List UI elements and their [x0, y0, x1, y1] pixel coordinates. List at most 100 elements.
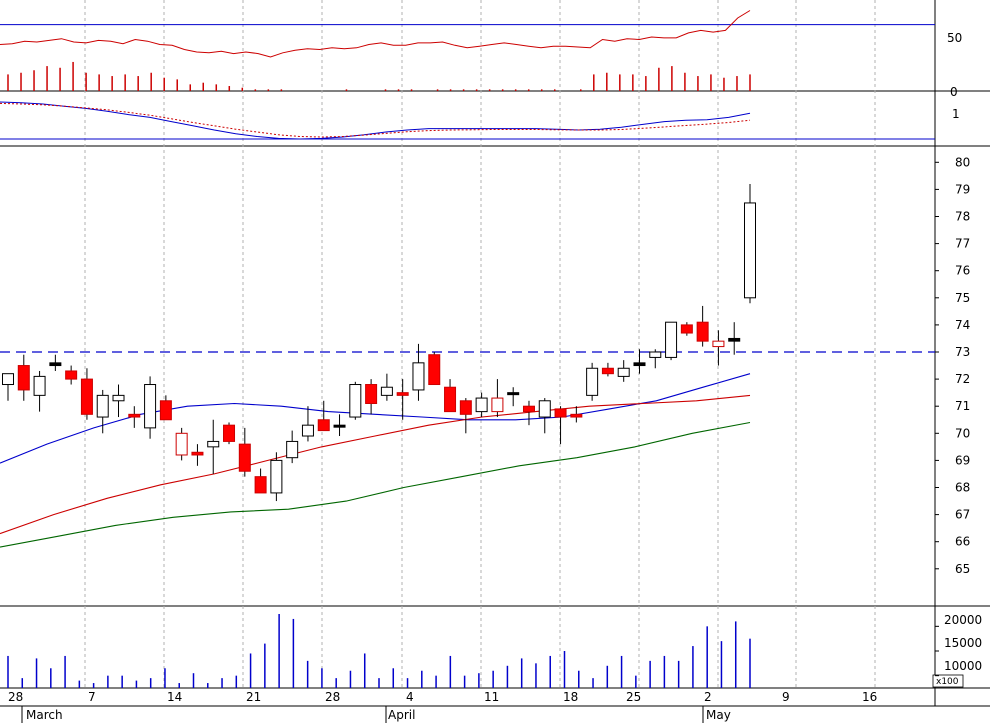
- macd-panel: [0, 101, 935, 140]
- candle-body: [175, 432, 188, 456]
- macd-tick-label: 1: [952, 107, 960, 121]
- candle-body: [349, 384, 362, 418]
- day-label: 14: [167, 690, 182, 704]
- price-tick-label: 69: [955, 453, 970, 467]
- candlestick: [317, 400, 330, 432]
- oscillator-y-labels: 50 0: [947, 31, 962, 99]
- price-tick-label: 70: [955, 426, 970, 440]
- day-label: 9: [782, 690, 790, 704]
- candle-body: [665, 321, 678, 358]
- price-tick-label: 67: [955, 508, 970, 522]
- candle-body: [491, 397, 504, 413]
- price-tick-label: 66: [955, 535, 970, 549]
- candlestick: [522, 400, 535, 426]
- candlestick: [586, 362, 599, 401]
- candle-body: [444, 386, 457, 413]
- x-axis-labels: 28 7 14 21 28 4 11 18 25 2 9 16 March Ap…: [8, 690, 877, 723]
- price-tick-label: 71: [955, 399, 970, 413]
- candle-body: [396, 392, 409, 396]
- candlestick: [412, 343, 425, 401]
- candle-body: [96, 394, 109, 418]
- candlestick: [459, 398, 472, 434]
- candlestick: [380, 373, 393, 401]
- price-tick-label: 74: [955, 318, 970, 332]
- moving-average-line: [0, 421, 751, 548]
- candle-body: [80, 378, 93, 415]
- candlestick: [396, 379, 409, 420]
- candle-body: [522, 405, 535, 413]
- candle-body: [17, 365, 30, 391]
- candlestick: [538, 398, 551, 434]
- candle-body: [538, 400, 551, 418]
- price-tick-label: 73: [955, 345, 970, 359]
- candlestick: [96, 389, 109, 434]
- candle-body: [728, 337, 741, 342]
- candle-body: [696, 321, 709, 342]
- candlestick: [507, 387, 520, 407]
- oscillator-line: [0, 10, 751, 58]
- price-tick-label: 78: [955, 210, 970, 224]
- candle-body: [412, 362, 425, 391]
- gridlines: [84, 0, 876, 688]
- moving-average-line: [0, 373, 751, 464]
- candle-body: [744, 202, 756, 299]
- oscillator-tick-label: 50: [947, 31, 962, 45]
- price-tick-label: 79: [955, 182, 970, 196]
- candlestick: [254, 468, 267, 494]
- day-label: 16: [862, 690, 877, 704]
- day-label: 21: [246, 690, 261, 704]
- price-tick-label: 76: [955, 264, 970, 278]
- candle-body: [712, 340, 725, 348]
- panel-frames: [0, 0, 990, 707]
- candlestick: [428, 352, 441, 386]
- volume-unit-box: [932, 674, 964, 688]
- candlestick: [744, 183, 756, 304]
- price-tick-label: 72: [955, 372, 970, 386]
- day-label: 11: [484, 690, 499, 704]
- candle-body: [586, 367, 599, 396]
- candle-body: [428, 354, 441, 386]
- candlestick: [349, 381, 362, 420]
- candlestick: [728, 322, 741, 355]
- candle-body: [317, 419, 330, 432]
- candlestick: [33, 370, 46, 412]
- candlestick: [633, 349, 646, 374]
- candle-body: [144, 384, 157, 429]
- candlestick: [80, 368, 93, 420]
- candle-body: [112, 394, 125, 402]
- candlestick: [238, 427, 251, 477]
- candle-body: [238, 443, 251, 472]
- candlestick: [223, 422, 236, 445]
- candle-body: [365, 384, 378, 404]
- candle-body: [128, 413, 141, 418]
- price-tick-label: 80: [955, 155, 970, 169]
- macd-y-labels: 1: [952, 107, 960, 121]
- candlestick: [712, 330, 725, 366]
- day-label: 4: [406, 690, 414, 704]
- candle-body: [286, 440, 299, 459]
- candlestick: [144, 376, 157, 439]
- candle-body: [459, 400, 472, 415]
- candlestick: [617, 360, 630, 382]
- candle-body: [601, 367, 614, 375]
- candlestick: [2, 373, 14, 401]
- candlestick: [680, 322, 693, 336]
- price-panel: [0, 183, 935, 548]
- candle-body: [617, 367, 630, 377]
- candle-body: [207, 440, 220, 448]
- candle-body: [301, 424, 314, 437]
- candlestick: [301, 406, 314, 442]
- oscillator-panel: [0, 10, 935, 91]
- price-tick-label: 75: [955, 291, 970, 305]
- candle-body: [554, 408, 567, 418]
- volume-tick-label: 10000: [944, 659, 982, 673]
- price-tick-label: 77: [955, 237, 970, 251]
- moving-average-line: [0, 394, 751, 535]
- candlestick: [49, 354, 62, 371]
- volume-unit-label: x100: [936, 677, 959, 687]
- price-y-labels: 65 66 67 68 69 70 71 72 73 74 75 76 77 78 79 80: [935, 155, 970, 576]
- day-label: 25: [626, 690, 641, 704]
- candlestick: [333, 414, 346, 437]
- day-label: 28: [8, 690, 23, 704]
